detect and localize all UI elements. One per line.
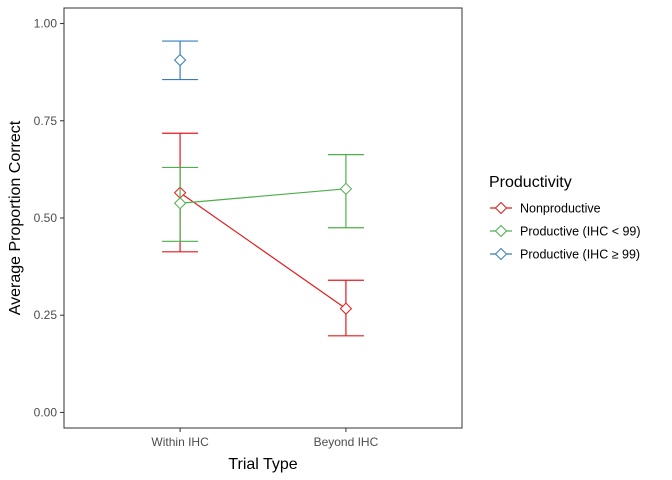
legend: Productivity Nonproductive Productive (IH… [489, 174, 641, 262]
data-point [339, 302, 353, 315]
legend-key-diamond [494, 201, 508, 215]
legend-key [490, 247, 512, 261]
x-tick-label: Beyond IHC [314, 435, 379, 449]
series-productive-ihc-99- [162, 40, 199, 81]
y-axis: 0.00 0.25 0.50 0.75 1.00 [34, 17, 64, 419]
y-tick-label: 0.75 [34, 114, 58, 128]
legend-key [490, 224, 512, 238]
plot-panel [63, 7, 463, 429]
y-axis-title: Average Proportion Correct [7, 120, 24, 315]
x-axis: Within IHC Beyond IHC [151, 428, 379, 449]
series-layer [162, 40, 364, 337]
series-line [180, 188, 346, 204]
data-point [339, 182, 353, 196]
legend-label: Productive (IHC ≥ 99) [520, 248, 640, 262]
y-tick-label: 1.00 [34, 17, 58, 31]
y-tick-label: 0.50 [34, 211, 58, 225]
legend-key [490, 201, 512, 215]
legend-label: Productive (IHC < 99) [520, 225, 641, 239]
y-tick-label: 0.00 [34, 405, 58, 419]
legend-key-diamond [494, 247, 508, 261]
data-point [173, 53, 187, 67]
series-nonproductive [162, 132, 364, 337]
legend-key-diamond [494, 224, 508, 238]
legend-title: Productivity [489, 174, 572, 191]
legend-label: Nonproductive [520, 202, 601, 216]
x-tick-label: Within IHC [151, 435, 209, 449]
series-productive-ihc-99- [162, 154, 364, 242]
series-line [179, 192, 347, 310]
y-tick-label: 0.25 [34, 308, 58, 322]
data-point [173, 197, 187, 210]
x-axis-title: Trial Type [228, 456, 297, 473]
